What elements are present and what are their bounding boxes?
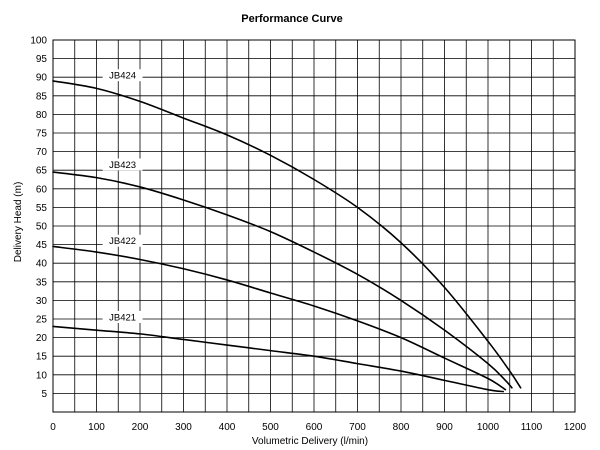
series-line-jb423 [52,171,513,389]
curve-labels: JB424 JB423 JB422 JB421 [102,69,143,324]
y-tick-label: 100 [30,36,47,47]
curve-label-jb424: JB424 [109,71,136,82]
y-tick-label: 65 [36,166,48,177]
y-tick-label: 60 [36,184,48,195]
curve-label-background [102,234,143,247]
curve-label-background [102,69,143,82]
chart-title: Performance Curve [241,13,343,25]
y-tick-label: 45 [36,240,48,251]
y-tick-label: 50 [36,222,48,233]
x-tick-label: 500 [262,422,279,433]
y-tick-label: 35 [36,277,48,288]
curves [52,80,522,393]
x-tick-label: 1000 [477,422,500,433]
y-tick-label: 20 [36,333,48,344]
x-tick-label: 700 [349,422,366,433]
curve-label-jb423: JB423 [109,160,136,171]
y-tick-label: 55 [36,203,48,214]
plot-frame [52,39,576,413]
x-tick-label: 400 [219,422,236,433]
y-tick-label: 15 [36,352,48,363]
tick-labels: 0 100 200 300 400 500 600 700 800 900 1000 1100 1200… [30,36,586,434]
x-tick-label: 1200 [564,422,587,433]
x-tick-label: 200 [132,422,149,433]
series-line-jb422 [52,245,507,391]
curve-label-jb422: JB422 [109,236,136,247]
y-tick-label: 95 [36,54,48,65]
x-tick-label: 900 [436,422,453,433]
x-tick-label: 1100 [521,422,543,433]
y-tick-label: 70 [36,147,48,158]
y-tick-label: 5 [41,389,47,400]
curve-label-background [102,158,143,171]
x-tick-label: 600 [306,422,323,433]
y-tick-label: 30 [36,296,48,307]
y-tick-label: 75 [36,129,48,140]
series-line-jb421 [52,325,505,393]
y-tick-label: 25 [36,315,48,326]
series-line-jb424 [52,80,522,389]
curve-label-background [102,311,143,323]
y-tick-label: 80 [36,110,48,121]
y-tick-label: 85 [36,91,48,102]
y-axis-label: Delivery Head (m) [13,182,24,263]
x-tick-label: 100 [88,422,105,433]
x-tick-label: 0 [50,422,56,433]
x-tick-label: 800 [393,422,410,433]
y-tick-label: 90 [36,73,48,84]
y-tick-label: 10 [36,370,48,381]
y-tick-label: 40 [36,259,48,270]
x-axis-label: Volumetric Delivery (l/min) [252,436,368,447]
curve-label-jb421: JB421 [109,313,136,324]
grid-lines [52,39,576,413]
x-tick-label: 300 [175,422,192,433]
